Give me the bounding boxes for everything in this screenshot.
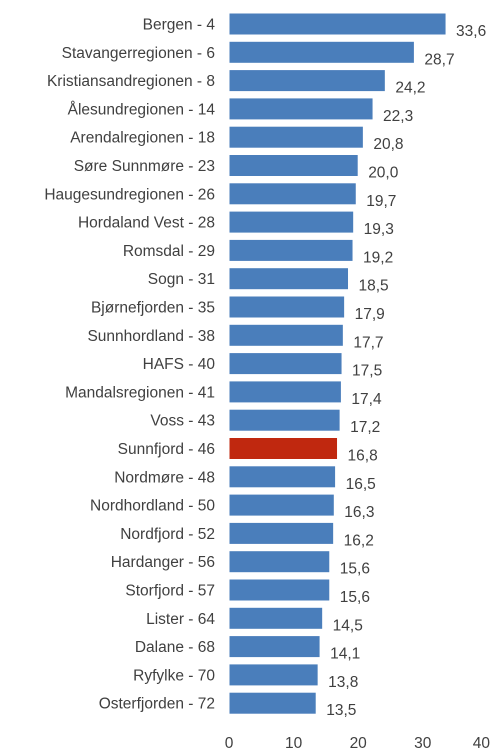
value-label: 14,5 (333, 617, 363, 634)
bar (228, 408, 341, 432)
category-label: Storfjord - 57 (125, 583, 215, 600)
bar (228, 521, 335, 545)
bar (228, 154, 359, 177)
category-labels-group: Bergen - 4 Stavangerregionen - 6 Kristians… (44, 17, 215, 713)
value-label: 17,9 (355, 306, 385, 323)
value-label: 17,5 (352, 363, 382, 380)
x-axis: 0 10 20 30 40 (225, 735, 491, 752)
bar (228, 578, 331, 602)
category-label: Nordfjord - 52 (120, 526, 215, 543)
x-tick-label: 10 (285, 735, 303, 752)
bar-highlighted (228, 437, 339, 460)
bar (228, 493, 335, 517)
value-label: 18,5 (359, 278, 389, 295)
bar (228, 267, 350, 291)
category-label: Osterfjorden - 72 (99, 696, 215, 713)
bar (228, 635, 321, 659)
bar (228, 12, 447, 36)
category-label: Ålesundregionen - 14 (68, 101, 216, 118)
bar (228, 663, 319, 687)
value-label: 16,5 (346, 476, 376, 493)
x-tick-label: 30 (414, 735, 432, 752)
value-label: 16,8 (348, 448, 378, 465)
value-label: 20,0 (368, 165, 399, 182)
bar (228, 238, 354, 262)
category-label: Bergen - 4 (143, 17, 216, 34)
category-label: Hordaland Vest - 28 (78, 215, 215, 232)
bar (228, 352, 343, 376)
bar (228, 550, 331, 574)
bar (228, 40, 415, 64)
bar (228, 69, 386, 93)
value-label: 17,7 (353, 334, 383, 351)
category-label: Sunnfjord - 46 (118, 441, 215, 458)
category-label: Hardanger - 56 (111, 554, 215, 571)
value-label: 28,7 (424, 51, 454, 68)
value-label: 24,2 (395, 80, 425, 97)
bars-group (228, 12, 447, 715)
category-label: Nordhordland - 50 (90, 498, 215, 515)
x-tick-label: 0 (225, 735, 234, 752)
bar (228, 125, 364, 149)
x-tick-label: 40 (473, 735, 491, 752)
value-label: 19,3 (364, 221, 394, 238)
value-label: 14,1 (330, 646, 360, 663)
bar (228, 182, 357, 206)
category-label: Mandalsregionen - 41 (65, 384, 215, 401)
value-labels-group: 33,628,7 24,2 22,3 20,8 20,0 19,7 19,3 19,2 18,5… (326, 23, 486, 719)
value-label: 22,3 (383, 108, 413, 125)
bar (228, 210, 355, 234)
category-label: Nordmøre - 48 (114, 469, 215, 486)
value-label: 16,2 (344, 532, 374, 549)
value-label: 15,6 (340, 561, 370, 578)
category-label: Lister - 64 (146, 611, 215, 628)
category-label: Sunnhordland - 38 (87, 328, 215, 345)
value-label: 19,2 (363, 249, 393, 266)
category-label: Stavangerregionen - 6 (62, 45, 215, 62)
x-tick-label: 20 (350, 735, 368, 752)
category-label: Sogn - 31 (148, 271, 215, 288)
category-label: Arendalregionen - 18 (70, 130, 215, 147)
category-label: Ryfylke - 70 (133, 667, 215, 684)
value-label: 20,8 (373, 136, 403, 153)
category-label: Voss - 43 (150, 413, 215, 430)
value-label: 13,8 (328, 674, 358, 691)
category-label: Haugesundregionen - 26 (44, 186, 215, 203)
category-label: Bjørnefjorden - 35 (91, 300, 215, 317)
category-label: Søre Sunnmøre - 23 (74, 158, 215, 175)
value-label: 19,7 (366, 193, 396, 210)
bar (228, 606, 324, 630)
bar (228, 97, 374, 121)
value-label: 17,4 (351, 391, 382, 408)
bar (228, 691, 317, 715)
value-label: 17,2 (350, 419, 380, 436)
bar (228, 465, 337, 489)
category-label: Dalane - 68 (135, 639, 215, 656)
bar (228, 295, 346, 319)
value-label: 16,3 (344, 504, 374, 521)
category-label: Kristiansandregionen - 8 (47, 73, 215, 90)
value-label: 15,6 (340, 589, 370, 606)
value-label: 13,5 (326, 702, 356, 719)
value-label: 33,6 (456, 23, 486, 40)
bar (228, 323, 344, 347)
category-label: Romsdal - 29 (123, 243, 215, 260)
category-label: HAFS - 40 (143, 356, 216, 373)
bar (228, 380, 342, 404)
